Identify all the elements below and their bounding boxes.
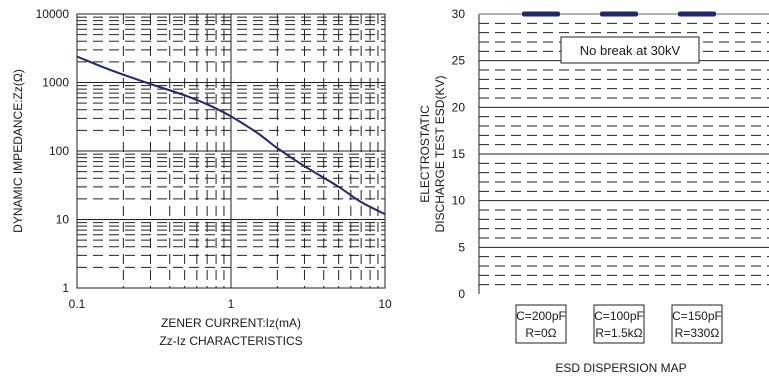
esd-category-labels: C=200pF R=0Ω C=100pF R=1.5kΩ C=150pF R=330Ω (515, 304, 723, 344)
esd-y-tick-label: 5 (458, 240, 465, 254)
esd-marker (678, 11, 716, 17)
zz-iz-grid (77, 14, 385, 288)
esd-category-line1: C=150pF (672, 309, 722, 323)
esd-chart: 0 5 10 15 20 25 30 No break at 30kV C=200pF R=0… (418, 7, 769, 375)
esd-category-line2: R=0Ω (525, 326, 556, 340)
zz-iz-y-tick-label: 10000 (36, 7, 70, 21)
no-break-annotation: No break at 30kV (560, 36, 700, 64)
esd-markers (522, 11, 716, 17)
esd-y-tick-label: 10 (452, 194, 466, 208)
esd-y-tick-label: 30 (452, 7, 466, 21)
esd-category: C=200pF R=0Ω (515, 304, 567, 344)
esd-y-ticks: 0 5 10 15 20 25 30 (452, 7, 466, 301)
zz-iz-y-ticks: 1 10 100 1000 10000 (36, 7, 70, 295)
zz-iz-curve (76, 55, 386, 215)
no-break-annotation-text: No break at 30kV (580, 43, 681, 58)
esd-category-line1: C=100pF (594, 309, 644, 323)
zz-iz-y-tick-label: 1000 (42, 76, 69, 90)
esd-marker (600, 11, 638, 17)
zz-iz-y-axis-label: DYNAMIC IMPEDANCE:Zz(Ω) (11, 69, 25, 233)
esd-category-line1: C=200pF (516, 309, 566, 323)
zz-iz-y-tick-label: 100 (49, 144, 69, 158)
zz-iz-x-tick-label: 10 (378, 297, 392, 311)
esd-category: C=100pF R=1.5kΩ (593, 304, 645, 344)
zz-iz-x-tick-label: 1 (228, 297, 235, 311)
esd-x-axis-label: ESD DISPERSION MAP (555, 361, 686, 375)
esd-category-line2: R=1.5kΩ (595, 326, 642, 340)
zz-iz-x-ticks: 0.1 1 10 (69, 297, 392, 311)
esd-y-axis-label: ELECTROSTATIC (418, 105, 432, 203)
zz-iz-x-axis-label: ZENER CURRENT:Iz(mA) (161, 316, 301, 330)
zz-iz-x-tick-label: 0.1 (69, 297, 86, 311)
zz-iz-plot-frame (76, 13, 386, 289)
esd-category: C=150pF R=330Ω (671, 304, 723, 344)
esd-y-axis-label-line2: DISCHARGE TEST ESD(KV) (433, 76, 447, 233)
zz-iz-y-tick-label: 10 (56, 213, 70, 227)
esd-y-tick-label: 20 (452, 100, 466, 114)
zz-iz-y-tick-label: 1 (62, 281, 69, 295)
esd-marker (522, 11, 560, 17)
esd-category-line2: R=330Ω (675, 326, 720, 340)
zz-iz-chart-title: Zz-Iz CHARACTERISTICS (159, 334, 302, 348)
esd-y-tick-label: 0 (458, 287, 465, 301)
esd-y-tick-label: 25 (452, 54, 466, 68)
esd-y-tick-label: 15 (452, 147, 466, 161)
